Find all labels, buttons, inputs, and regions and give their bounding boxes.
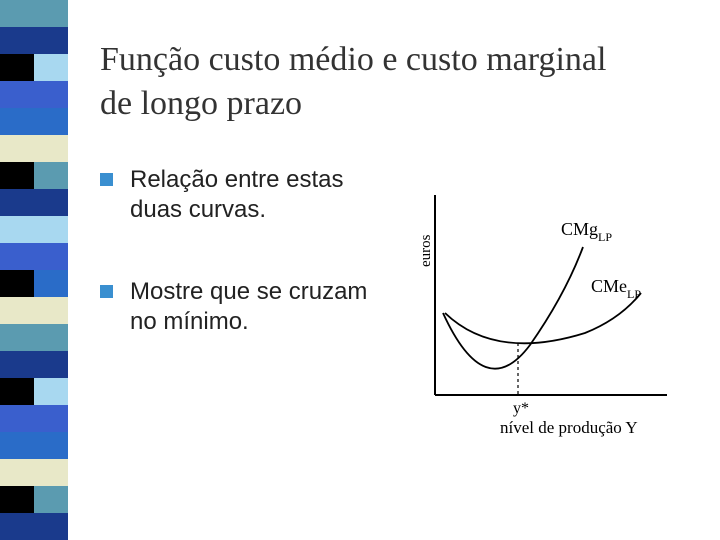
bullet-text-2: Mostre que se cruzam no mínimo. xyxy=(130,278,368,335)
stripe-segment xyxy=(0,324,68,351)
title-line-2: de longo prazo xyxy=(100,85,303,122)
marginal-cost-curve xyxy=(442,246,584,370)
stripe-segment xyxy=(0,459,68,486)
stripe-dark-segment xyxy=(0,270,34,297)
marginal-cost-label: CMgLP xyxy=(561,219,612,244)
square-bullet-icon xyxy=(100,285,113,298)
square-bullet-icon xyxy=(100,173,113,186)
stripe-segment xyxy=(0,351,68,378)
stripe-segment xyxy=(0,405,68,432)
stripe-segment xyxy=(0,0,68,27)
stripe-segment xyxy=(0,513,68,540)
stripe-dark-segment xyxy=(0,54,34,81)
slide-title: Função custo médio e custo marginal de l… xyxy=(100,38,710,126)
bullet-text-1: Relação entre estas duas curvas. xyxy=(130,166,344,223)
stripe-segment xyxy=(0,135,68,162)
x-axis-label: nível de produção Y xyxy=(500,418,638,437)
average-cost-label: CMeLP xyxy=(591,276,641,301)
stripe-segment xyxy=(0,216,68,243)
stripe-segment xyxy=(0,432,68,459)
stripe-segment xyxy=(0,243,68,270)
stripe-segment xyxy=(0,297,68,324)
stripe-segment xyxy=(0,189,68,216)
y-axis-label: euros xyxy=(418,234,434,267)
average-cost-curve xyxy=(444,292,642,345)
title-line-1: Função custo médio e custo marginal xyxy=(100,41,607,78)
stripe-segment xyxy=(0,27,68,54)
decorative-stripe-bar xyxy=(0,0,68,540)
stripe-segment xyxy=(0,108,68,135)
cost-curves-diagram: euros CMgLP CMeLP y* nível de produção Y xyxy=(418,195,667,437)
equilibrium-output-label: y* xyxy=(513,400,529,417)
stripe-segment xyxy=(0,81,68,108)
stripe-dark-segment xyxy=(0,378,34,405)
stripe-dark-segment xyxy=(0,486,34,513)
stripe-dark-segment xyxy=(0,162,34,189)
